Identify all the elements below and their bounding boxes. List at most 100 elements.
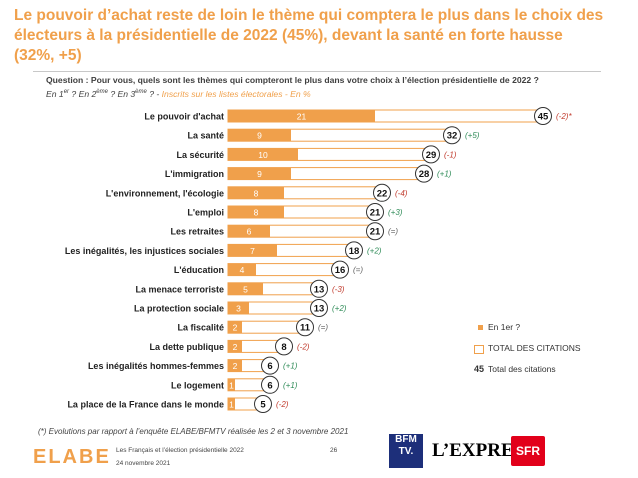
first-value-label: 1 <box>229 400 234 410</box>
total-value-label: 29 <box>426 150 437 161</box>
lexpress-logo: L’EXPRESS <box>432 440 535 461</box>
first-value-label: 10 <box>258 150 268 160</box>
first-bar <box>228 340 242 353</box>
category-label: Le pouvoir d'achat <box>144 112 224 122</box>
category-label: Les inégalités, les injustices sociales <box>65 246 224 256</box>
change-label: (=) <box>388 227 398 236</box>
first-value-label: 8 <box>254 208 259 218</box>
first-value-label: 4 <box>240 265 245 275</box>
first-bar <box>228 302 249 314</box>
first-bar <box>228 263 256 276</box>
total-value-badge <box>261 356 279 375</box>
first-value-label: 7 <box>250 246 255 256</box>
first-value-label: 8 <box>254 188 259 198</box>
total-value-label: 13 <box>314 284 325 295</box>
legend-item-example: 45 Total des citations <box>472 362 592 383</box>
category-label: Les inégalités hommes-femmes <box>88 361 224 371</box>
first-bar <box>228 378 235 391</box>
total-value-badge <box>310 279 328 298</box>
change-label: (-4) <box>395 189 408 198</box>
total-value-label: 21 <box>370 208 381 219</box>
total-value-badge <box>261 375 279 394</box>
population-label: Inscrits sur les listes électorales - En… <box>161 88 311 99</box>
category-label: L'éducation <box>174 265 224 275</box>
category-label: La fiscalité <box>177 323 224 333</box>
legend-first-swatch <box>478 325 483 330</box>
total-value-label: 32 <box>447 131 458 142</box>
first-value-label: 2 <box>233 342 238 352</box>
first-bar <box>228 398 235 410</box>
category-label: La santé <box>187 131 224 141</box>
footer-date: 24 novembre 2021 <box>116 460 171 467</box>
first-bar <box>228 225 270 238</box>
change-label: (+1) <box>283 362 298 371</box>
legend-example-label: Total des citations <box>488 364 556 374</box>
first-value-label: 1 <box>229 380 234 390</box>
category-label: La protection sociale <box>134 304 224 314</box>
change-label: (-1) <box>444 150 457 159</box>
question-sup-2: ème <box>96 88 108 95</box>
change-label: (+1) <box>437 170 452 179</box>
change-label: (-2) <box>297 342 310 351</box>
bfmtv-logo: BFM TV. <box>389 434 423 468</box>
total-value-badge <box>366 222 384 241</box>
category-label: La menace terroriste <box>135 284 224 294</box>
first-value-label: 2 <box>233 361 238 371</box>
total-value-badge <box>345 241 363 260</box>
sfr-logo: SFR <box>511 436 545 466</box>
total-value-label: 18 <box>349 246 360 257</box>
question-sup-1: er <box>63 88 70 95</box>
question-line-2: En 1er ? En 2ème ? En 3ème ? - Inscrits … <box>46 87 626 100</box>
first-bar <box>228 206 284 218</box>
question-part-c: ? En 3 <box>107 88 136 99</box>
total-value-badge <box>443 126 461 145</box>
change-label: (-3) <box>332 285 345 294</box>
question-part-d: ? - <box>146 88 162 99</box>
question-part-a: En 1 <box>46 88 64 99</box>
bfmtv-logo-bottom: TV. <box>398 446 414 457</box>
category-label: Le logement <box>171 380 224 390</box>
total-value-label: 11 <box>300 323 311 334</box>
elabe-logo: ELABE <box>33 446 111 468</box>
question-text: Question : Pour vous, quels sont les thè… <box>46 75 626 100</box>
total-value-badge <box>534 107 552 125</box>
change-label: (+3) <box>388 208 403 217</box>
total-value-badge <box>373 183 391 202</box>
first-bar <box>228 129 291 142</box>
total-value-label: 28 <box>419 169 430 180</box>
total-value-label: 21 <box>370 227 381 238</box>
category-label: L'environnement, l'écologie <box>106 188 224 198</box>
legend-total-swatch <box>474 345 484 354</box>
category-label: L'immigration <box>165 169 224 179</box>
footnote: (*) Evolutions par rapport à l’enquête E… <box>38 427 349 436</box>
first-bar <box>228 110 375 122</box>
change-label: (=) <box>318 323 328 332</box>
total-value-badge <box>310 299 328 317</box>
first-value-label: 5 <box>243 284 248 294</box>
total-value-badge <box>275 337 293 356</box>
page-number: 26 <box>330 447 338 454</box>
first-bar <box>228 148 298 161</box>
change-label: (-2) <box>276 400 289 409</box>
legend-example-value: 45 <box>474 364 485 374</box>
question-part-b: ? En 2 <box>69 88 97 99</box>
total-value-badge <box>366 203 384 221</box>
first-bar <box>228 244 277 257</box>
first-bar <box>228 186 284 199</box>
question-sup-3: ème <box>135 88 147 95</box>
total-value-badge <box>331 260 349 279</box>
legend-total-label: TOTAL DES CITATIONS <box>488 343 581 353</box>
total-value-label: 6 <box>267 361 272 372</box>
page-title: Le pouvoir d’achat reste de loin le thèm… <box>14 7 604 64</box>
legend-item-total: TOTAL DES CITATIONS <box>472 341 592 362</box>
total-value-label: 45 <box>538 112 549 123</box>
first-value-label: 9 <box>257 131 262 141</box>
total-value-label: 16 <box>335 265 346 276</box>
category-label: La sécurité <box>176 150 224 160</box>
category-label: Les retraites <box>170 227 224 237</box>
total-value-label: 6 <box>267 380 272 391</box>
total-value-badge <box>254 395 272 413</box>
bfmtv-logo-top: BFM <box>395 434 417 445</box>
category-label: La place de la France dans le monde <box>67 400 224 410</box>
